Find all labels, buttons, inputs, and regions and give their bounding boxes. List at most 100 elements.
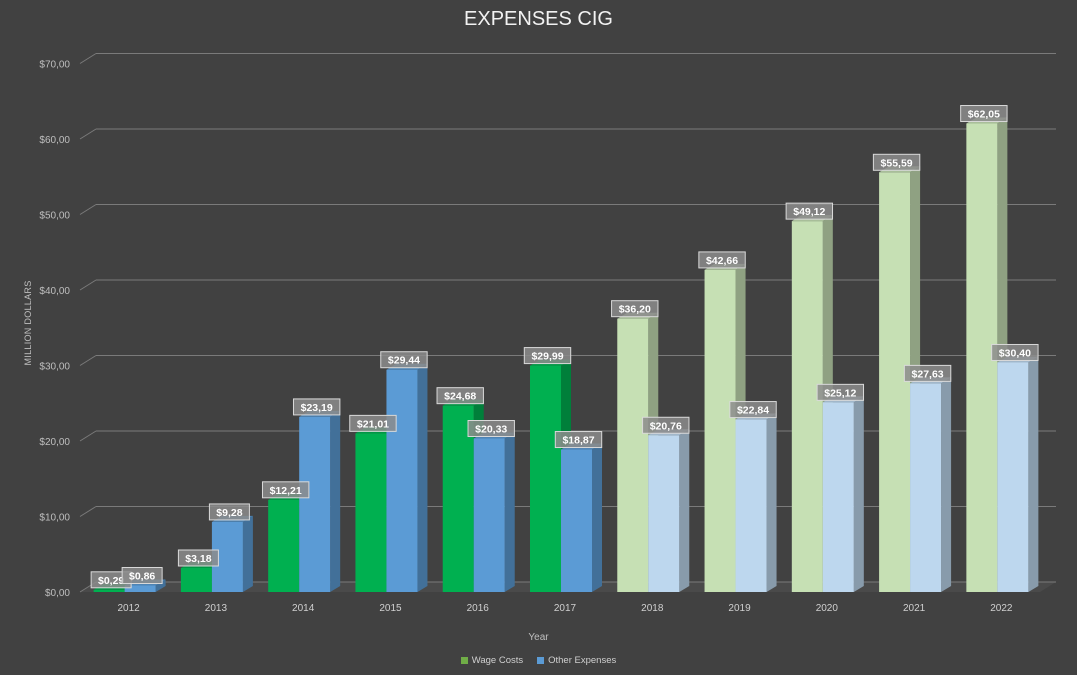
x-tick-label: 2015 [379,603,402,614]
bar-wage-costs-2019 [704,269,736,592]
bar-wage-costs-2013 [180,567,212,592]
chart-title: EXPENSES CIG [464,8,613,30]
y-tick-label: $70,00 [39,60,70,71]
data-label: $42,66 [706,255,738,267]
data-label: $3,18 [185,553,211,565]
data-label-box [785,202,834,220]
data-label: $12,21 [270,485,302,497]
data-label-box [121,567,163,585]
data-label-box [467,420,515,438]
data-label-box [177,549,219,567]
data-label-box [208,503,250,521]
y-tick-label: $40,00 [39,286,70,297]
data-label-box [816,383,865,401]
legend-item-wage-costs: Wage Costs [460,655,524,666]
bar-wage-costs-2020 [791,221,823,593]
bar-side [330,410,341,592]
bar-side [592,443,602,592]
legend-swatch-wage-costs [460,657,468,664]
bar-other-expenses-2022 [997,362,1029,592]
bar-wage-costs-2021 [879,172,911,592]
data-label-box [960,105,1008,123]
data-label-box [436,387,484,405]
data-label: $23,19 [301,402,333,414]
bar-other-expenses-2021 [910,383,942,592]
grid-depth-line [79,128,97,140]
data-label: $49,12 [793,206,825,218]
data-label-box [991,343,1039,361]
x-tick-label: 2019 [728,603,751,614]
bar-other-expenses-2015 [386,369,418,592]
data-label: $18,87 [562,435,594,447]
y-tick-label: $0,00 [45,588,70,599]
data-label: $0,29 [98,575,124,587]
data-label: $0,86 [129,571,155,583]
bar-wage-costs-2018 [617,318,649,592]
y-tick-label: $20,00 [39,437,70,448]
bar-other-expenses-2017 [561,449,592,592]
grid-depth-line [79,53,97,64]
data-label-box [523,347,572,365]
legend-label-wage-costs: Wage Costs [471,655,524,666]
x-tick-label: 2021 [903,603,926,614]
legend-item-other-expenses: Other Expenses [537,655,616,666]
bar-side [766,413,777,592]
x-tick-label: 2022 [990,603,1013,614]
data-label: $20,33 [475,424,507,436]
data-label: $22,84 [737,405,769,417]
data-label: $20,76 [650,420,682,432]
grid-depth-line [79,430,97,442]
grid-depth-line [79,279,97,291]
data-label-box [261,481,310,499]
data-label-box [872,153,921,171]
grid-depth-line [79,506,97,517]
bar-other-expenses-2019 [735,419,767,592]
bar-side [941,377,952,592]
data-label: $29,99 [531,351,563,363]
y-tick-label: $60,00 [39,135,70,146]
data-label: $62,05 [968,109,1000,121]
data-label-box [642,416,690,434]
data-label-box [292,398,341,416]
x-tick-label: 2017 [554,603,577,614]
bar-side [155,579,166,592]
data-label: $30,40 [999,347,1031,359]
bar-side [1028,356,1039,592]
data-label-box [349,414,397,432]
data-label-box [903,364,952,382]
grid-depth-line [79,204,97,215]
grid-depth-line [79,355,97,366]
x-tick-label: 2013 [205,603,228,614]
x-tick-label: 2014 [292,603,315,614]
bar-wage-costs-2015 [355,433,387,592]
bar-wage-costs-2017 [530,365,561,592]
data-label: $27,63 [912,368,944,380]
data-label-box [698,251,746,269]
data-label: $55,59 [881,157,913,169]
bar-side [417,363,428,592]
bar-side [242,515,253,592]
bar-other-expenses-2018 [648,435,680,592]
y-tick-label: $30,00 [39,362,70,373]
legend-label-other-expenses: Other Expenses [548,655,617,666]
data-label-box [380,351,428,369]
data-label-box [611,300,659,318]
bar-other-expenses-2012 [124,585,156,592]
x-tick-label: 2016 [467,603,490,614]
data-label-box [729,401,777,419]
legend-swatch-other-expenses [537,657,545,664]
bar-side [504,432,515,592]
data-label-box [554,431,603,449]
x-tick-label: 2020 [816,603,839,614]
data-label: $29,44 [388,355,420,367]
x-tick-label: 2012 [118,603,141,614]
bar-other-expenses-2016 [473,438,505,592]
x-axis-label: Year [528,632,549,643]
data-label: $24,68 [444,391,476,403]
legend: Wage Costs Other Expenses [0,655,1077,666]
bar-other-expenses-2014 [299,416,331,592]
data-label: $21,01 [357,418,389,430]
bar-wage-costs-2014 [268,499,300,592]
